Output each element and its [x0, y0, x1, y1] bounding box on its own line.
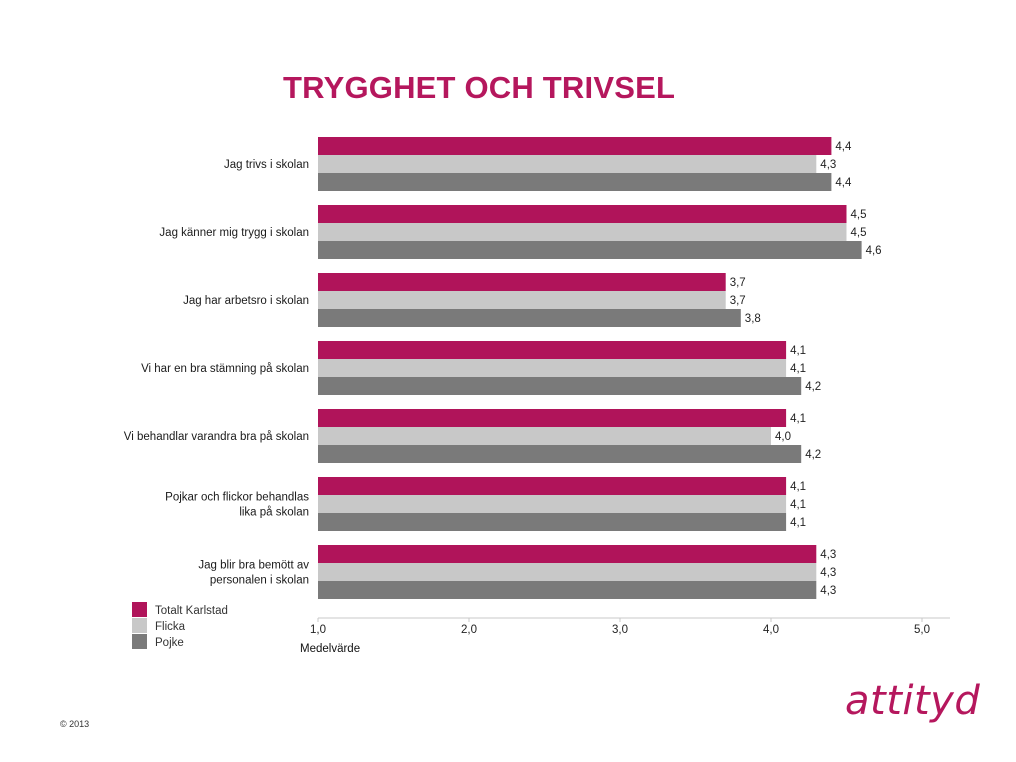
data-label: 4,3: [820, 549, 836, 561]
bar: [318, 513, 787, 531]
category-label: personalen i skolan: [210, 575, 309, 587]
bar: [318, 495, 787, 513]
bar: [318, 137, 832, 155]
data-label: 4,2: [805, 381, 821, 393]
chart-title: TRYGGHET OCH TRIVSEL: [283, 70, 676, 105]
bar: [318, 581, 817, 599]
x-tick-label: 1,0: [310, 624, 326, 636]
legend-label: Totalt Karlstad: [155, 605, 228, 617]
category-label: Jag blir bra bemött av: [198, 560, 309, 572]
x-tick-label: 3,0: [612, 624, 628, 636]
data-label: 4,1: [790, 363, 806, 375]
bar: [318, 291, 726, 309]
data-label: 4,2: [805, 449, 821, 461]
bar: [318, 173, 832, 191]
data-label: 4,5: [851, 227, 867, 239]
category-label: lika på skolan: [239, 507, 309, 519]
x-tick-label: 4,0: [763, 624, 779, 636]
bar: [318, 223, 847, 241]
data-label: 4,3: [820, 585, 836, 597]
data-label: 4,3: [820, 567, 836, 579]
bar: [318, 545, 817, 563]
data-label: 4,1: [790, 499, 806, 511]
data-label: 4,1: [790, 413, 806, 425]
legend-label: Pojke: [155, 637, 184, 649]
category-label: Jag känner mig trygg i skolan: [159, 227, 309, 239]
bar: [318, 445, 802, 463]
bar: [318, 427, 771, 445]
category-label: Vi har en bra stämning på skolan: [141, 363, 309, 375]
data-label: 4,6: [866, 245, 882, 257]
category-label: Jag trivs i skolan: [224, 159, 309, 171]
bar: [318, 309, 741, 327]
attityd-logo: attityd: [845, 678, 981, 724]
data-label: 4,1: [790, 345, 806, 357]
data-label: 4,3: [820, 159, 836, 171]
bar: [318, 155, 817, 173]
legend-swatch: [132, 602, 147, 617]
legend-swatch: [132, 634, 147, 649]
bar: [318, 241, 862, 259]
legend-label: Flicka: [155, 621, 186, 633]
legend-swatch: [132, 618, 147, 633]
data-label: 3,8: [745, 313, 761, 325]
data-label: 4,5: [851, 209, 867, 221]
bar: [318, 563, 817, 581]
data-label: 4,1: [790, 481, 806, 493]
bar: [318, 377, 802, 395]
bar: [318, 205, 847, 223]
bar: [318, 477, 787, 495]
category-label: Jag har arbetsro i skolan: [183, 295, 309, 307]
x-tick-label: 2,0: [461, 624, 477, 636]
data-label: 4,4: [835, 177, 852, 189]
bar: [318, 409, 787, 427]
x-tick-label: 5,0: [914, 624, 930, 636]
bar: [318, 273, 726, 291]
data-label: 4,1: [790, 517, 806, 529]
data-label: 4,4: [835, 141, 852, 153]
bar: [318, 341, 787, 359]
x-axis-title: Medelvärde: [300, 643, 360, 655]
bar: [318, 359, 787, 377]
data-label: 3,7: [730, 277, 746, 289]
data-label: 4,0: [775, 431, 791, 443]
copyright-text: © 2013: [60, 719, 90, 729]
category-label: Pojkar och flickor behandlas: [165, 492, 309, 504]
data-label: 3,7: [730, 295, 746, 307]
category-label: Vi behandlar varandra bra på skolan: [124, 431, 309, 443]
